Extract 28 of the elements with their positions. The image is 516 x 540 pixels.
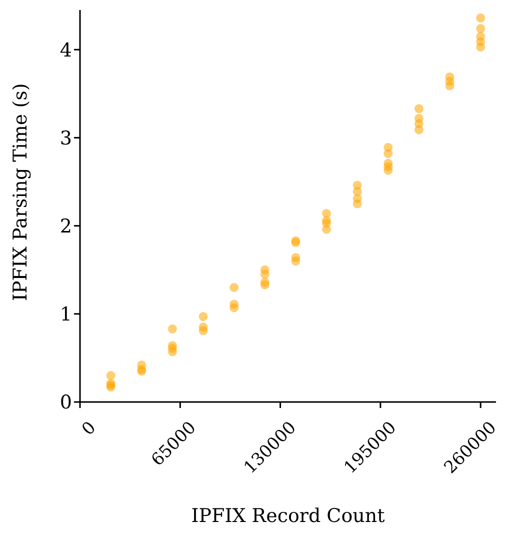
point xyxy=(230,303,239,312)
point xyxy=(476,24,486,34)
y-tick-label: 4 xyxy=(60,39,72,62)
y-axis-title: IPFIX Parsing Time (s) xyxy=(10,83,32,301)
point xyxy=(476,13,486,22)
point xyxy=(260,280,270,290)
point xyxy=(260,270,270,279)
point xyxy=(168,324,177,334)
point xyxy=(414,104,424,114)
y-tick-label: 0 xyxy=(60,392,72,414)
point xyxy=(168,347,177,356)
point xyxy=(291,256,300,266)
x-axis-title: IPFIX Record Count xyxy=(191,505,386,527)
point xyxy=(414,125,424,134)
point xyxy=(384,166,393,175)
point xyxy=(476,42,486,52)
y-tick-label: 1 xyxy=(60,304,72,326)
point xyxy=(198,326,208,336)
point xyxy=(198,312,208,322)
point xyxy=(445,81,454,90)
x-tick-label: 0 xyxy=(78,418,100,440)
point xyxy=(322,224,332,234)
y-tick-label: 3 xyxy=(60,127,72,150)
point xyxy=(106,371,116,380)
point xyxy=(384,149,393,158)
y-tick-label: 2 xyxy=(60,216,72,238)
point xyxy=(230,282,239,292)
point xyxy=(352,199,362,208)
